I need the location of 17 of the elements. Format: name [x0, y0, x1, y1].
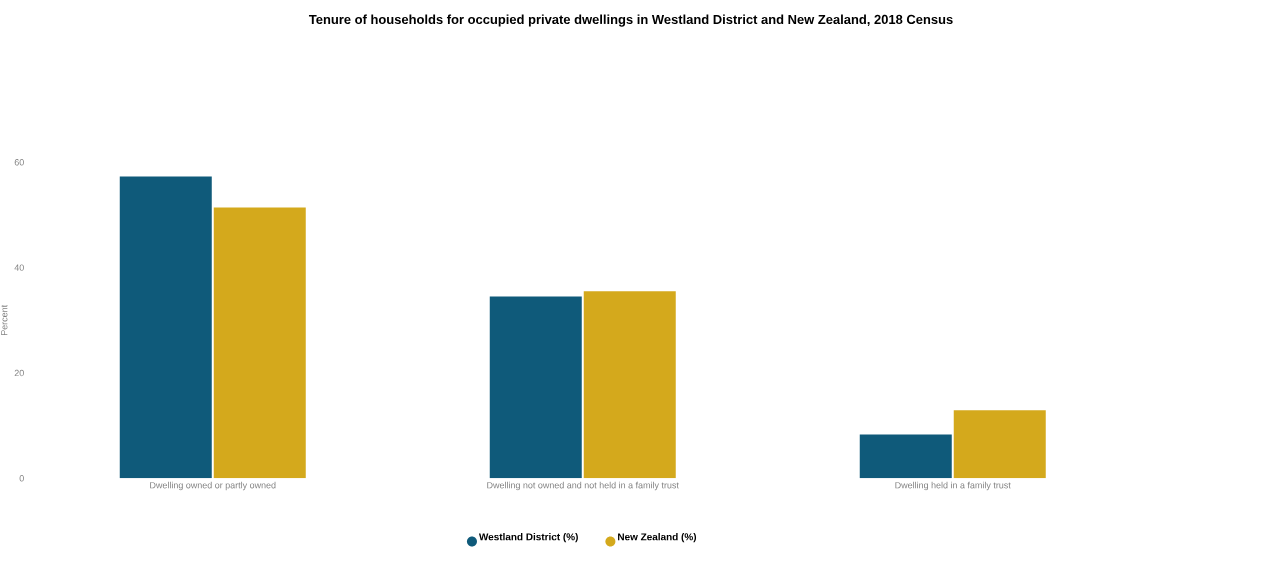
x-tick-label: Dwelling held in a family trust: [895, 481, 1011, 491]
legend-label: Westland District (%): [478, 533, 578, 543]
y-tick-label: 20: [14, 369, 24, 377]
legend-label: New Zealand (%): [618, 533, 697, 543]
bar: [119, 176, 212, 479]
y-axis-title: Percent: [1, 304, 8, 336]
x-tick-label: Dwelling owned or partly owned: [150, 481, 276, 491]
y-tick-label: 40: [14, 264, 24, 271]
y-tick-label: 60: [14, 159, 24, 166]
bar: [489, 296, 582, 479]
bar: [859, 434, 952, 479]
y-tick-label: 0: [19, 475, 24, 482]
bar: [953, 410, 1046, 479]
bar: [583, 291, 676, 479]
chart-title: Tenure of households for occupied private dwellings in Westland District and New Zealand, 2018 Census: [308, 14, 953, 27]
bar: [213, 207, 306, 479]
x-tick-label: Dwelling not owned and not held in a family trust: [487, 481, 679, 491]
